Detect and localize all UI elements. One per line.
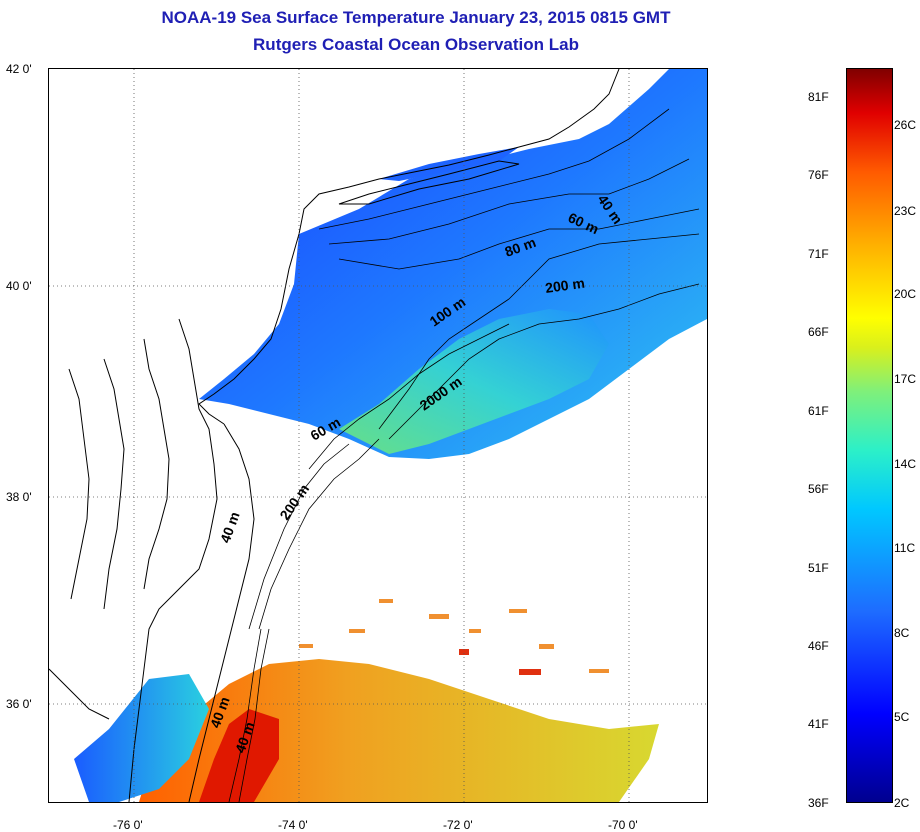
lat-label: 38 0' bbox=[6, 490, 32, 504]
colorbar-fahrenheit-label: 81F bbox=[808, 90, 829, 104]
colorbar-fahrenheit-label: 76F bbox=[808, 168, 829, 182]
sst-sound-water bbox=[74, 674, 209, 802]
colorbar-fahrenheit-label: 71F bbox=[808, 247, 829, 261]
colorbar-celsius-label: 11C bbox=[894, 541, 916, 555]
isobath-label: 40 m bbox=[217, 510, 243, 545]
coastline bbox=[49, 69, 620, 802]
isobath-label: 200 m bbox=[276, 481, 312, 523]
graticule bbox=[49, 69, 707, 802]
sst-gulf-stream-core bbox=[199, 709, 279, 802]
colorbar-fahrenheit-label: 51F bbox=[808, 561, 829, 575]
sst-map-graphic: 40 m 60 m 80 m 200 m 100 m 2000 m 60 m 2… bbox=[49, 69, 707, 802]
colorbar-celsius-label: 2C bbox=[894, 796, 910, 810]
map-subtitle: Rutgers Coastal Ocean Observation Lab bbox=[253, 35, 579, 54]
isobath-lines bbox=[228, 108, 700, 802]
lat-label: 40 0' bbox=[6, 279, 32, 293]
lat-label: 42 0' bbox=[6, 62, 32, 76]
colorbar-fahrenheit-label: 41F bbox=[808, 717, 829, 731]
colorbar-fahrenheit-label: 61F bbox=[808, 404, 829, 418]
colorbar-celsius-label: 23C bbox=[894, 204, 917, 218]
colorbar-celsius-label: 26C bbox=[894, 118, 917, 132]
temperature-colorbar bbox=[846, 68, 893, 803]
lon-label: -76 0' bbox=[113, 818, 143, 832]
colorbar-fahrenheit-label: 66F bbox=[808, 325, 829, 339]
colorbar-celsius-label: 17C bbox=[894, 372, 917, 386]
colorbar-celsius-label: 5C bbox=[894, 710, 910, 724]
map-title: NOAA-19 Sea Surface Temperature January … bbox=[161, 8, 671, 27]
colorbar-fahrenheit-label: 56F bbox=[808, 482, 829, 496]
colorbar-fahrenheit-label: 36F bbox=[808, 796, 829, 810]
lon-label: -70 0' bbox=[608, 818, 638, 832]
lon-label: -74 0' bbox=[278, 818, 308, 832]
sst-map: 40 m 60 m 80 m 200 m 100 m 2000 m 60 m 2… bbox=[48, 68, 708, 803]
lon-label: -72 0' bbox=[443, 818, 473, 832]
colorbar-celsius-label: 20C bbox=[894, 287, 917, 301]
colorbar-celsius-label: 14C bbox=[894, 457, 917, 471]
colorbar-celsius-label: 8C bbox=[894, 626, 910, 640]
isobath-label: 200 m bbox=[544, 275, 586, 296]
lat-label: 36 0' bbox=[6, 697, 32, 711]
sst-scattered-pixels bbox=[299, 599, 609, 675]
colorbar-fahrenheit-label: 46F bbox=[808, 639, 829, 653]
sst-slope-water bbox=[339, 309, 609, 454]
